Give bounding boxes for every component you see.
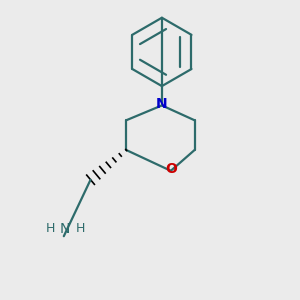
Text: N: N: [156, 97, 168, 111]
Text: H: H: [76, 222, 85, 235]
Text: H: H: [46, 222, 55, 235]
Text: N: N: [59, 222, 70, 236]
Text: O: O: [166, 162, 177, 176]
